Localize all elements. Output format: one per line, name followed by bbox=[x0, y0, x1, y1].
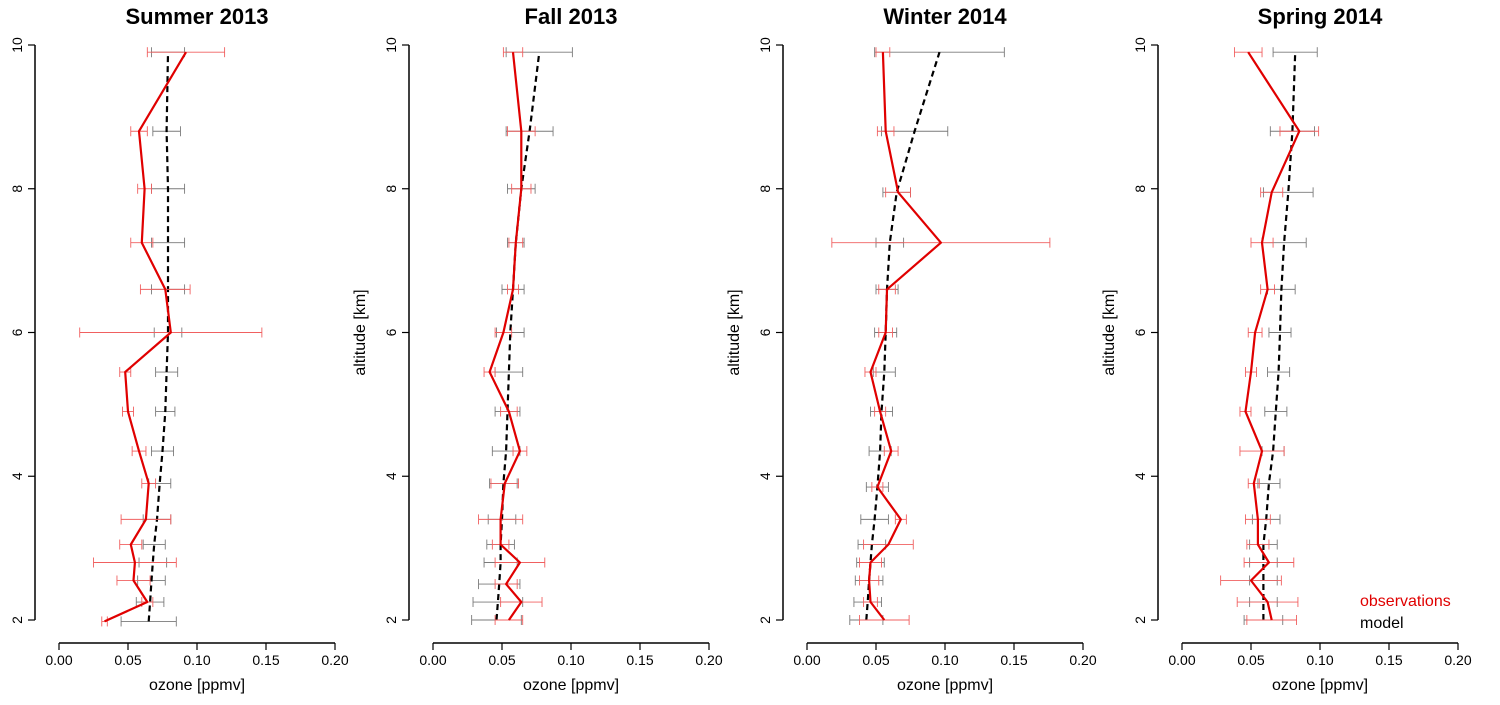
panel-2-y-tick-label: 4 bbox=[383, 472, 399, 480]
panel-2-y-tick-label: 8 bbox=[383, 185, 399, 193]
panel-4-model-line bbox=[1262, 52, 1297, 620]
panel-3-observation-line bbox=[867, 52, 943, 621]
panel-4-title: Spring 2014 bbox=[1258, 4, 1383, 29]
panel-3-y-tick-label: 8 bbox=[757, 185, 773, 193]
panel-3-x-tick-label: 0.00 bbox=[793, 652, 820, 668]
panel-1-x-tick-label: 0.15 bbox=[252, 652, 279, 668]
panel-2-x-tick-label: 0.05 bbox=[488, 652, 515, 668]
panel-2-title: Fall 2013 bbox=[525, 4, 618, 29]
panel-4-x-tick-label: 0.10 bbox=[1306, 652, 1333, 668]
panel-3-y-axis-label: altitude [km] bbox=[726, 289, 743, 375]
panel-1-y-tick-label: 6 bbox=[9, 328, 25, 336]
panel-2-y-tick-label: 6 bbox=[383, 328, 399, 336]
panel-1-observation-line bbox=[104, 51, 187, 623]
panel-3-x-tick-label: 0.20 bbox=[1069, 652, 1096, 668]
panel-3-y-tick-label: 2 bbox=[757, 616, 773, 624]
panel-4-observation-line bbox=[1244, 51, 1301, 621]
panel-1-x-tick-label: 0.10 bbox=[183, 652, 210, 668]
panel-3-y-tick-label: 10 bbox=[757, 37, 773, 53]
panel-1-x-tick-label: 0.20 bbox=[321, 652, 348, 668]
panel-4-x-tick-label: 0.05 bbox=[1237, 652, 1264, 668]
panel-3-x-tick-label: 0.15 bbox=[1000, 652, 1027, 668]
panel-1-x-tick-label: 0.05 bbox=[114, 652, 141, 668]
panel-1-y-tick-label: 8 bbox=[9, 185, 25, 193]
legend-entry-observations: observations bbox=[1360, 593, 1451, 610]
panel-3-title: Winter 2014 bbox=[883, 4, 1007, 29]
panel-2-x-tick-label: 0.20 bbox=[695, 652, 722, 668]
panel-1-x-tick-label: 0.00 bbox=[45, 652, 72, 668]
panel-2-y-tick-label: 2 bbox=[383, 616, 399, 624]
panel-4-y-axis-label: altitude [km] bbox=[1101, 289, 1118, 375]
panel-4-x-tick-label: 0.00 bbox=[1168, 652, 1195, 668]
panel-1-x-axis-label: ozone [ppmv] bbox=[149, 677, 245, 694]
panel-2-y-axis-label: altitude [km] bbox=[352, 289, 369, 375]
panel-3-x-tick-label: 0.05 bbox=[862, 652, 889, 668]
panel-3-y-tick-label: 4 bbox=[757, 472, 773, 480]
panel-4-y-tick-label: 2 bbox=[1132, 616, 1148, 624]
panel-1-title: Summer 2013 bbox=[125, 4, 268, 29]
panel-3-x-axis-label: ozone [ppmv] bbox=[897, 677, 993, 694]
panel-2-observation-line bbox=[488, 52, 523, 621]
panel-4-y-tick-label: 10 bbox=[1132, 37, 1148, 53]
panel-1-y-tick-label: 10 bbox=[9, 37, 25, 53]
panel-1-y-tick-label: 2 bbox=[9, 616, 25, 624]
panel-4-x-tick-label: 0.15 bbox=[1375, 652, 1402, 668]
panel-2-x-tick-label: 0.10 bbox=[557, 652, 584, 668]
panel-2-x-tick-label: 0.00 bbox=[419, 652, 446, 668]
panel-4-y-tick-label: 6 bbox=[1132, 328, 1148, 336]
panel-1-y-tick-label: 4 bbox=[9, 472, 25, 480]
panel-3-y-tick-label: 6 bbox=[757, 328, 773, 336]
panel-4-y-tick-label: 4 bbox=[1132, 472, 1148, 480]
panel-3-x-tick-label: 0.10 bbox=[931, 652, 958, 668]
panel-2-x-tick-label: 0.15 bbox=[626, 652, 653, 668]
panel-4-x-tick-label: 0.20 bbox=[1444, 652, 1471, 668]
panel-2-y-tick-label: 10 bbox=[383, 37, 399, 53]
panel-1-model-line bbox=[147, 52, 170, 622]
panel-3-model-line bbox=[865, 51, 941, 621]
panel-4-y-tick-label: 8 bbox=[1132, 185, 1148, 193]
panel-2-x-axis-label: ozone [ppmv] bbox=[523, 677, 619, 694]
panel-4-x-axis-label: ozone [ppmv] bbox=[1272, 677, 1368, 694]
legend-entry-model: model bbox=[1360, 615, 1404, 632]
